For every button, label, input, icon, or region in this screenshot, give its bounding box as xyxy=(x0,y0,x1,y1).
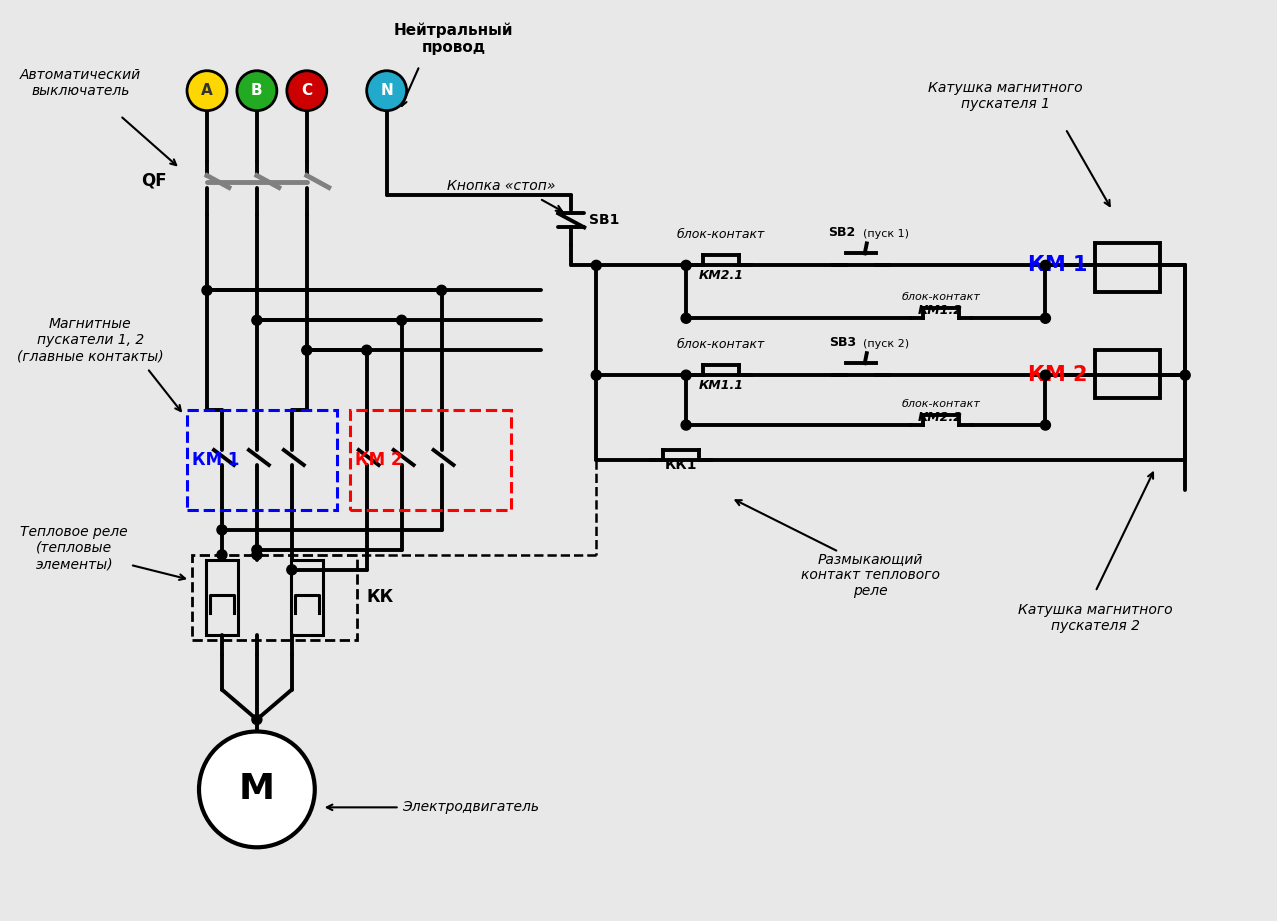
Text: N: N xyxy=(381,83,393,99)
Text: SB3: SB3 xyxy=(829,336,856,349)
Text: КМ 2: КМ 2 xyxy=(355,451,402,469)
Circle shape xyxy=(301,345,312,356)
Text: КМ2.1: КМ2.1 xyxy=(699,269,743,283)
Text: блок-контакт: блок-контакт xyxy=(902,292,979,302)
Bar xyxy=(350,410,511,510)
Text: КМ2.2: КМ2.2 xyxy=(918,411,963,424)
Text: (пуск 1): (пуск 1) xyxy=(863,229,909,239)
Bar xyxy=(1096,243,1161,292)
Circle shape xyxy=(199,731,315,847)
Circle shape xyxy=(217,525,227,535)
Circle shape xyxy=(397,315,406,325)
Circle shape xyxy=(681,313,691,323)
Circle shape xyxy=(681,420,691,430)
Bar xyxy=(291,560,323,635)
Circle shape xyxy=(437,286,447,296)
Text: М: М xyxy=(239,773,275,807)
Text: КМ1.2: КМ1.2 xyxy=(918,304,963,318)
Text: Катушка магнитного
пускателя 2: Катушка магнитного пускателя 2 xyxy=(1018,602,1172,633)
Text: блок-контакт: блок-контакт xyxy=(677,338,765,351)
Circle shape xyxy=(591,261,601,271)
Text: блок-контакт: блок-контакт xyxy=(902,399,979,409)
Circle shape xyxy=(252,550,262,560)
Text: QF: QF xyxy=(142,171,167,190)
Bar xyxy=(186,410,337,510)
Bar xyxy=(192,554,356,640)
Circle shape xyxy=(361,345,372,356)
Circle shape xyxy=(681,261,691,271)
Text: SB2: SB2 xyxy=(829,227,856,239)
Text: КК1: КК1 xyxy=(665,458,697,472)
Text: B: B xyxy=(252,83,263,99)
Text: КМ 1: КМ 1 xyxy=(192,451,239,469)
Text: Автоматический
выключатель: Автоматический выключатель xyxy=(19,67,140,98)
Circle shape xyxy=(238,71,277,111)
Circle shape xyxy=(1041,370,1051,380)
Circle shape xyxy=(1180,370,1190,380)
Text: КК: КК xyxy=(366,588,393,606)
Text: КМ 1: КМ 1 xyxy=(1028,255,1087,275)
Text: (пуск 2): (пуск 2) xyxy=(863,339,909,349)
Bar xyxy=(206,560,238,635)
Text: Размыкающий
контакт теплового
реле: Размыкающий контакт теплового реле xyxy=(801,552,940,598)
Circle shape xyxy=(1041,313,1051,323)
Text: Нейтральный
провод: Нейтральный провод xyxy=(393,22,513,55)
Bar xyxy=(1096,350,1161,398)
Circle shape xyxy=(186,71,227,111)
Text: Тепловое реле
(тепловые
элементы): Тепловое реле (тепловые элементы) xyxy=(20,525,128,571)
Text: SB1: SB1 xyxy=(589,214,619,227)
Circle shape xyxy=(252,315,262,325)
Circle shape xyxy=(366,71,406,111)
Text: Катушка магнитного
пускателя 1: Катушка магнитного пускателя 1 xyxy=(928,80,1083,111)
Text: C: C xyxy=(301,83,313,99)
Circle shape xyxy=(591,370,601,380)
Circle shape xyxy=(217,550,227,560)
Text: КМ 2: КМ 2 xyxy=(1028,365,1087,385)
Circle shape xyxy=(1041,420,1051,430)
Circle shape xyxy=(681,370,691,380)
Circle shape xyxy=(1041,261,1051,271)
Text: КМ1.1: КМ1.1 xyxy=(699,379,743,392)
Text: A: A xyxy=(200,83,213,99)
Text: Кнопка «стоп»: Кнопка «стоп» xyxy=(447,179,555,192)
Circle shape xyxy=(252,545,262,554)
Circle shape xyxy=(287,565,296,575)
Circle shape xyxy=(252,715,262,725)
Text: Электродвигатель: Электродвигатель xyxy=(402,800,539,814)
Text: блок-контакт: блок-контакт xyxy=(677,228,765,241)
Text: Магнитные
пускатели 1, 2
(главные контакты): Магнитные пускатели 1, 2 (главные контак… xyxy=(17,317,163,364)
Circle shape xyxy=(287,71,327,111)
Circle shape xyxy=(202,286,212,296)
